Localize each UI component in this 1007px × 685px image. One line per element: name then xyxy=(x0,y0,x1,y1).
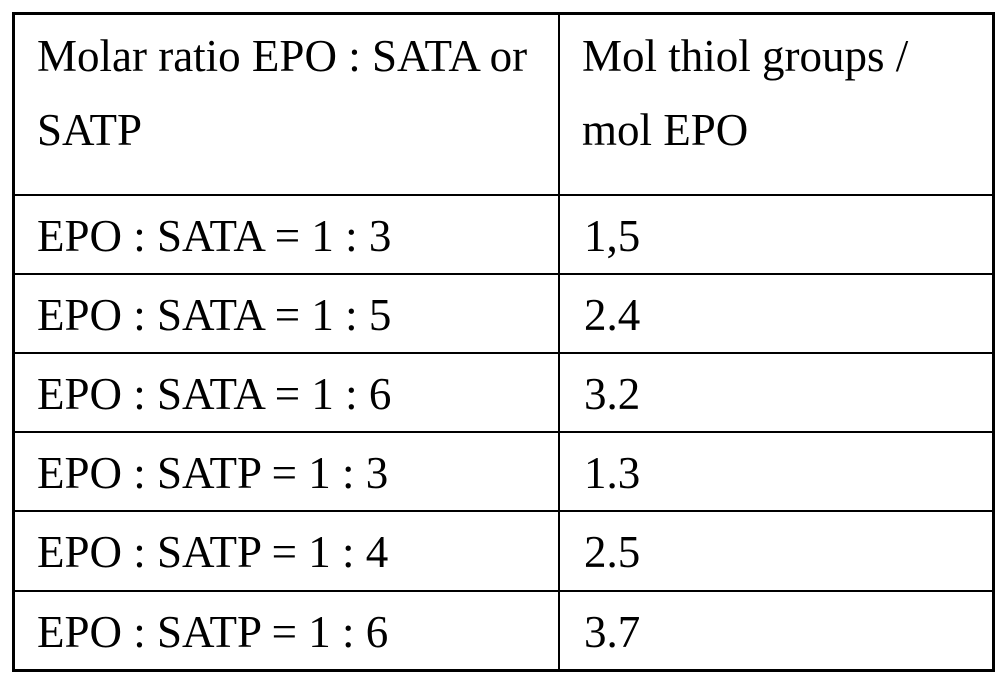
header-cell: Mol thiol groups / mol EPO xyxy=(559,14,994,195)
table-row: EPO : SATA = 1 : 31,5 xyxy=(14,195,994,274)
table-cell: EPO : SATP = 1 : 6 xyxy=(14,591,560,671)
table-cell: EPO : SATA = 1 : 6 xyxy=(14,353,560,432)
table-cell: 1.3 xyxy=(559,432,994,511)
table-cell: EPO : SATA = 1 : 5 xyxy=(14,274,560,353)
data-table: Molar ratio EPO : SATA or SATP Mol thiol… xyxy=(12,12,995,672)
table-cell: EPO : SATP = 1 : 4 xyxy=(14,511,560,590)
table-row: EPO : SATA = 1 : 52.4 xyxy=(14,274,994,353)
table-row: EPO : SATP = 1 : 63.7 xyxy=(14,591,994,671)
table-row: EPO : SATP = 1 : 31.3 xyxy=(14,432,994,511)
table-cell: 2.4 xyxy=(559,274,994,353)
header-row: Molar ratio EPO : SATA or SATP Mol thiol… xyxy=(14,14,994,195)
table-cell: 1,5 xyxy=(559,195,994,274)
table-cell: 2.5 xyxy=(559,511,994,590)
table-cell: 3.7 xyxy=(559,591,994,671)
table-row: EPO : SATA = 1 : 63.2 xyxy=(14,353,994,432)
table-cell: EPO : SATP = 1 : 3 xyxy=(14,432,560,511)
table-cell: 3.2 xyxy=(559,353,994,432)
header-cell: Molar ratio EPO : SATA or SATP xyxy=(14,14,560,195)
table-cell: EPO : SATA = 1 : 3 xyxy=(14,195,560,274)
table-row: EPO : SATP = 1 : 42.5 xyxy=(14,511,994,590)
